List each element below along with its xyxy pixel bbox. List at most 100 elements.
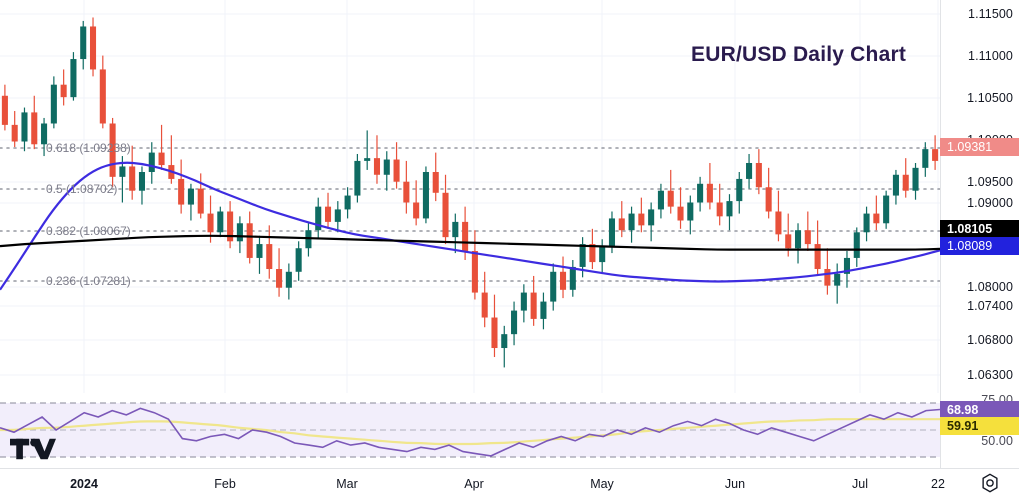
candlestick (697, 176, 704, 212)
moving-average-blue-line (0, 161, 940, 291)
fibonacci-level-label: 0.618 (1.09238) (46, 141, 131, 155)
candlestick (236, 216, 243, 254)
time-axis-tick: 22 (931, 477, 945, 491)
candlestick (31, 95, 38, 150)
rsi-ma-value-tag[interactable]: 59.91 (940, 417, 1019, 435)
rsi-axis-tick: 50.00 (981, 434, 1013, 448)
candlestick (285, 263, 292, 300)
current-price-tag[interactable]: 1.09381 (940, 138, 1019, 156)
candlestick (530, 275, 537, 326)
candlestick (21, 107, 28, 152)
candlestick (638, 197, 645, 233)
candlestick (452, 213, 459, 254)
time-axis-tick: 2024 (70, 477, 98, 491)
candlestick (60, 69, 67, 106)
candlestick (628, 206, 635, 243)
candlestick (403, 160, 410, 214)
price-axis-tick: 1.06300 (967, 368, 1013, 382)
candlestick (520, 284, 527, 323)
candlestick (373, 135, 381, 184)
price-axis-tick: 1.08000 (967, 280, 1013, 294)
candlestick (540, 292, 547, 330)
candlestick (559, 256, 567, 299)
ma-blue-price-tag[interactable]: 1.08089 (940, 237, 1019, 255)
candlestick (736, 172, 743, 214)
candlestick (755, 149, 762, 195)
time-axis-tick: Jul (852, 477, 868, 491)
fibonacci-level-label: 0.382 (1.08067) (46, 224, 131, 238)
candlestick (266, 225, 273, 279)
candlestick (148, 142, 155, 184)
candlestick (50, 76, 57, 129)
candlestick (413, 180, 420, 226)
price-axis-tick: 1.11000 (968, 49, 1013, 63)
candlestick (295, 241, 302, 281)
candlestick (814, 220, 821, 276)
candlestick (109, 117, 116, 188)
candlestick (471, 230, 478, 300)
candlestick (550, 263, 557, 311)
page-title: EUR/USD Daily Chart (691, 43, 907, 66)
candlestick (599, 239, 606, 274)
ma-black-price-tag[interactable]: 1.08105 (940, 220, 1019, 238)
candlestick (178, 159, 185, 214)
candlestick (158, 124, 165, 170)
candlestick (80, 20, 87, 70)
candlestick (932, 135, 939, 170)
candlestick (383, 151, 390, 191)
candlestick (393, 142, 400, 189)
candlestick (706, 162, 713, 210)
candlestick (41, 117, 48, 157)
time-axis-tick: Apr (464, 477, 484, 491)
candlestick (187, 183, 194, 221)
fibonacci-level-label: 0.236 (1.07281) (46, 274, 131, 288)
rsi-moving-average-line (0, 418, 940, 446)
candlestick (501, 325, 508, 368)
candlestick (804, 211, 811, 251)
candlestick (716, 183, 723, 226)
candlestick (481, 271, 488, 328)
candlestick (324, 192, 332, 229)
price-pane[interactable] (0, 0, 940, 393)
price-axis-tick: 1.07400 (967, 299, 1013, 313)
price-axis-tick: 1.11500 (968, 7, 1013, 21)
candlestick (305, 223, 312, 257)
rsi-value-tag[interactable]: 68.98 (940, 401, 1019, 419)
price-axis-tick: 1.10500 (967, 91, 1013, 105)
candlestick (726, 194, 733, 231)
candlestick (667, 169, 674, 214)
candlestick (276, 248, 283, 297)
candlestick (99, 55, 106, 129)
candlestick (892, 169, 899, 205)
candlestick (746, 153, 753, 189)
candlestick (775, 190, 782, 242)
candlestick (432, 152, 439, 202)
candlestick (912, 162, 919, 200)
candlestick (138, 166, 146, 205)
candlestick (873, 195, 880, 231)
gear-icon[interactable] (979, 472, 1001, 494)
candlestick-series (1, 17, 939, 368)
price-axis[interactable]: 1.115001.110001.105001.100001.095001.090… (940, 0, 1019, 481)
candlestick (657, 183, 664, 219)
rsi-indicator-pane[interactable] (0, 393, 940, 468)
candlestick (765, 167, 772, 219)
candlestick (853, 227, 860, 267)
candlestick (315, 197, 322, 240)
candlestick (217, 206, 224, 238)
candlestick (364, 130, 371, 170)
time-axis-tick: Jun (724, 477, 746, 491)
candlestick (168, 135, 175, 184)
candlestick (687, 195, 694, 235)
candlestick (569, 260, 576, 297)
candlestick (442, 174, 449, 245)
tradingview-logo[interactable] (10, 436, 56, 462)
candlestick (344, 187, 351, 219)
time-axis-tick: Mar (336, 477, 358, 491)
candlestick (491, 294, 498, 358)
candlestick (794, 223, 802, 264)
candlestick (129, 145, 136, 200)
price-axis-tick: 1.09500 (967, 175, 1013, 189)
time-axis[interactable]: 2024 Feb Mar Apr May Jun Jul 22 (0, 468, 1019, 498)
